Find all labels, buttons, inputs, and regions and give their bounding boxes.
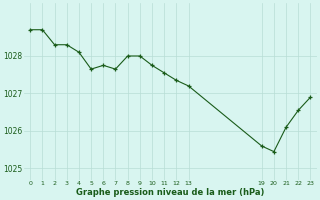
X-axis label: Graphe pression niveau de la mer (hPa): Graphe pression niveau de la mer (hPa) bbox=[76, 188, 265, 197]
